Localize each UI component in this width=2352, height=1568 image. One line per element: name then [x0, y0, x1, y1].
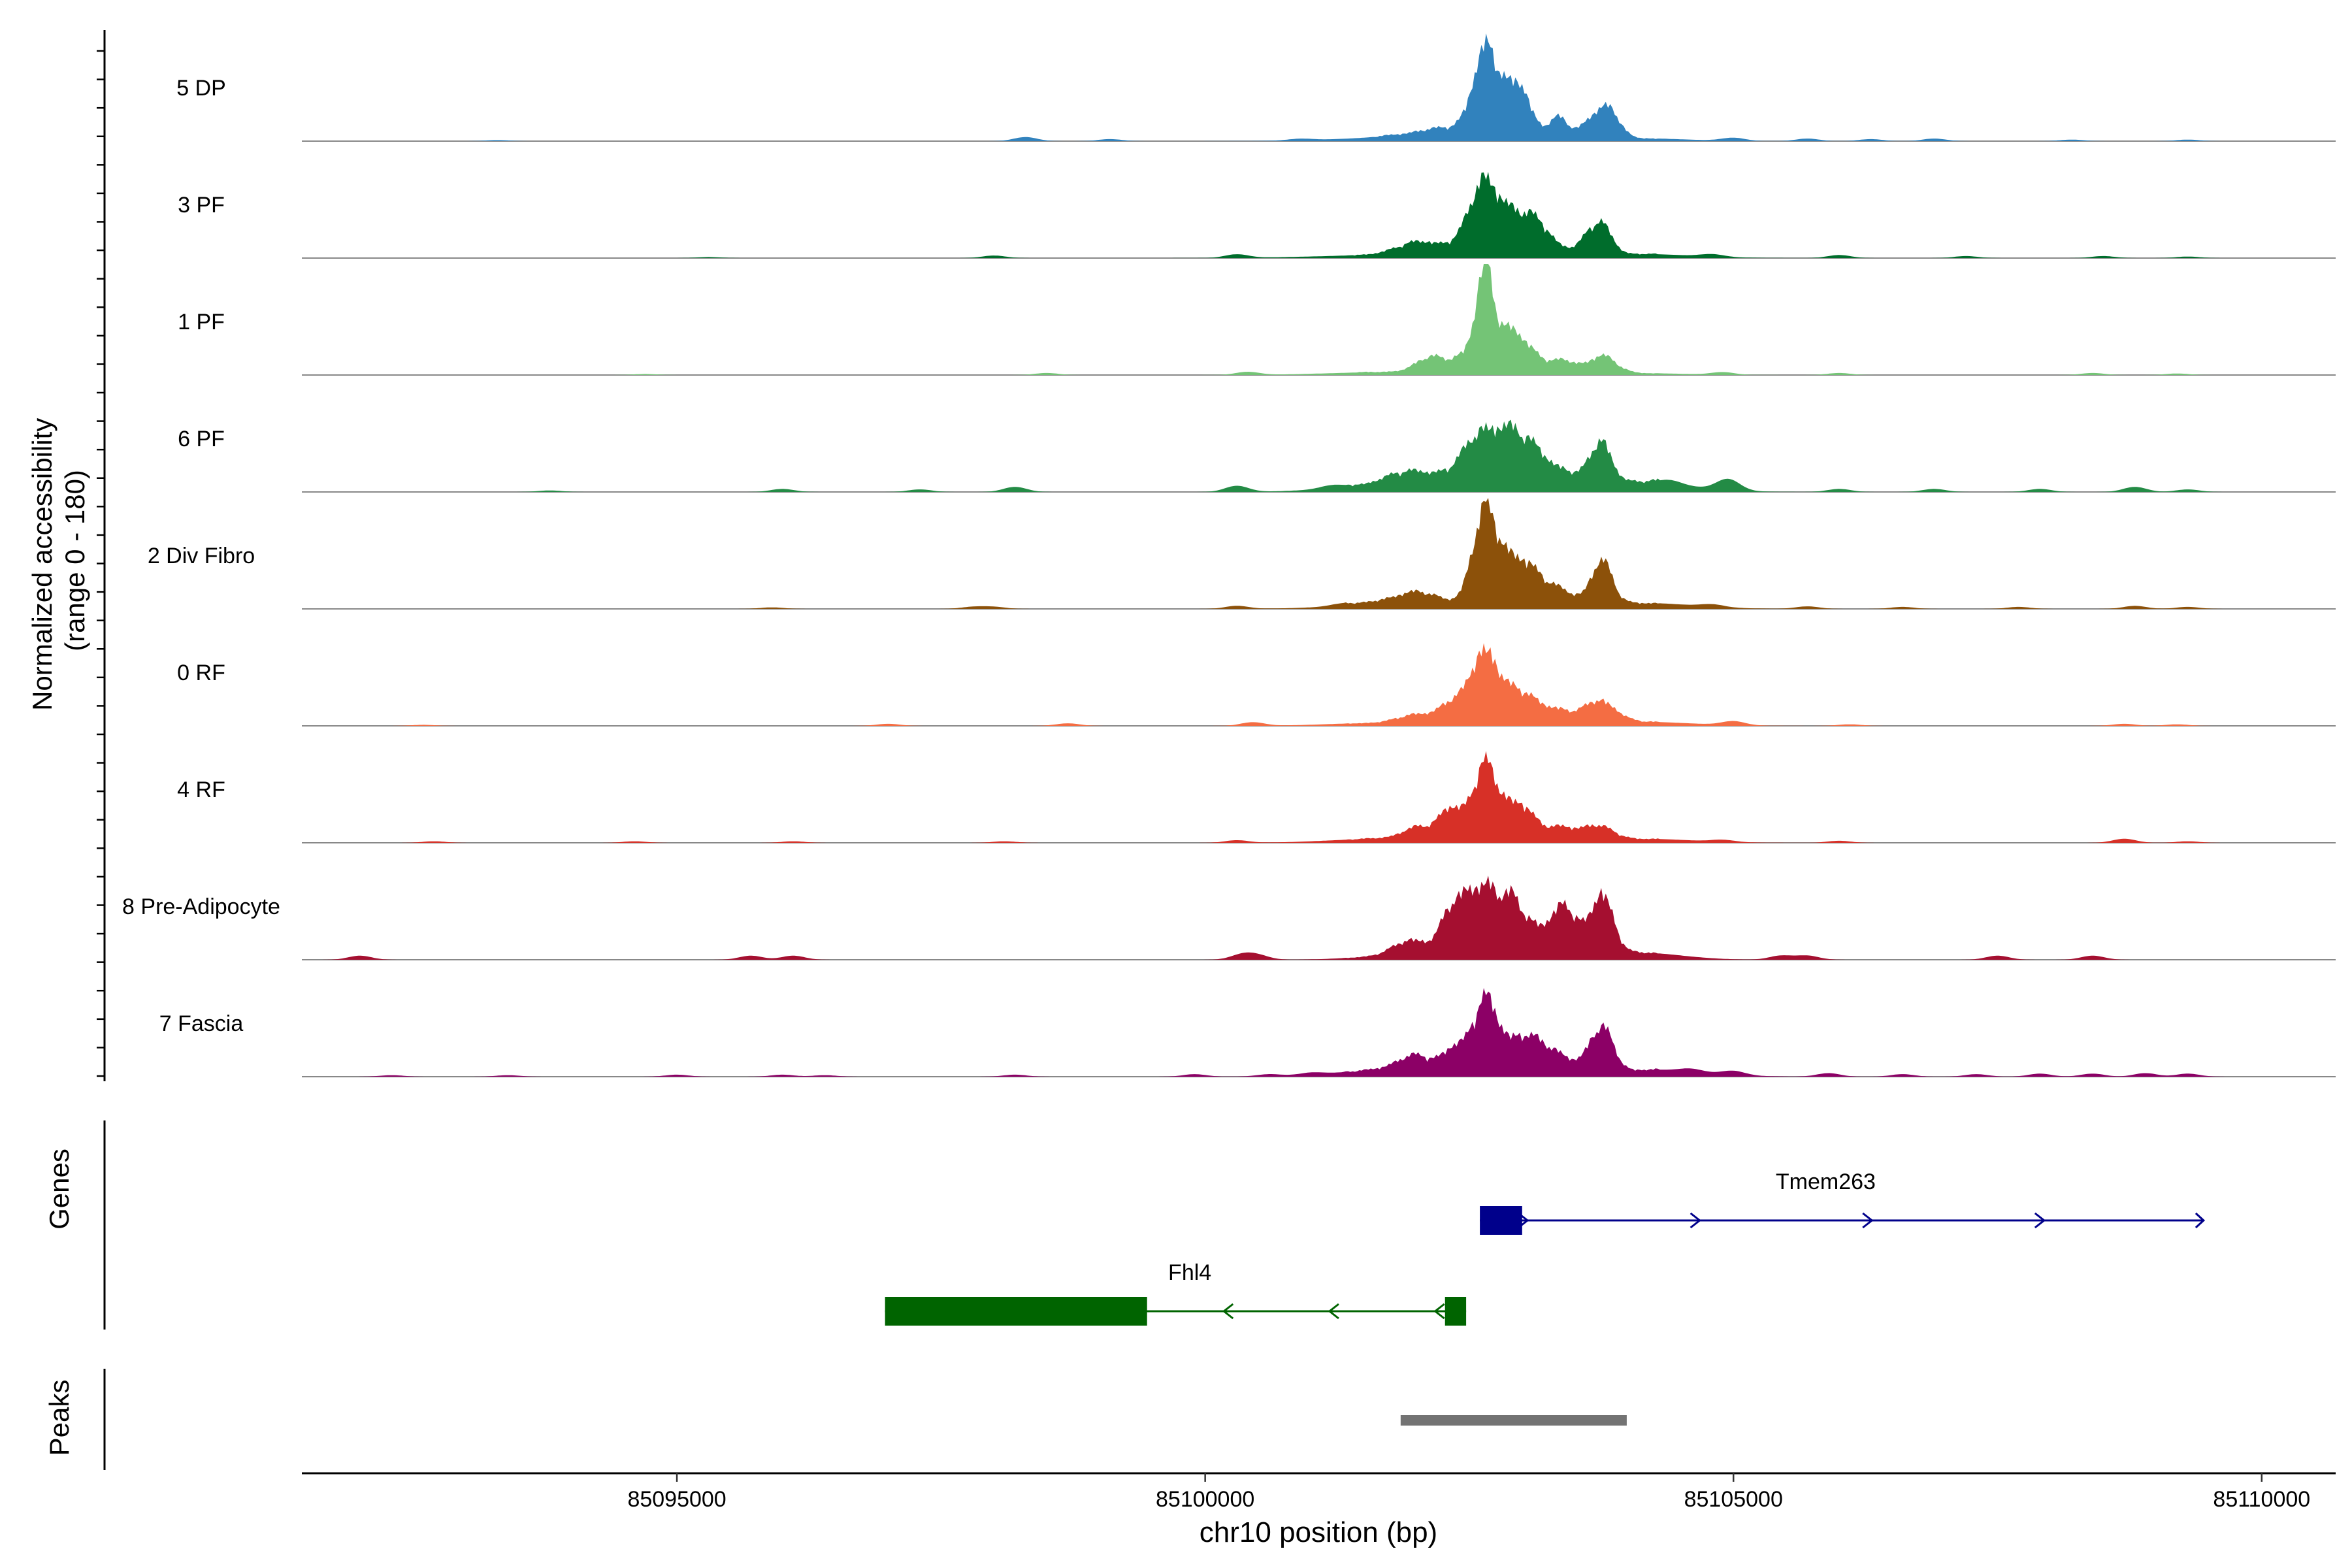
track-label: 4 RF — [177, 777, 225, 802]
y-axis-label: Normalized accessibility (range 0 - 180) — [27, 410, 90, 711]
track-5-dp — [302, 33, 2336, 142]
track-6-pf — [302, 419, 2336, 493]
gene-fhl4: Fhl4 — [885, 1260, 1467, 1326]
x-tick-label: 85100000 — [1156, 1487, 1254, 1512]
gene-name: Fhl4 — [1168, 1260, 1211, 1285]
peaks-panel-label: Peaks — [44, 1380, 74, 1456]
gene-exon — [885, 1297, 1147, 1326]
track-label: 3 PF — [178, 193, 225, 218]
x-tick-label: 85095000 — [627, 1487, 726, 1512]
gene-name: Tmem263 — [1776, 1169, 1876, 1194]
track-1-pf — [302, 264, 2336, 376]
strand-arrow — [1690, 1212, 1702, 1229]
gene-track: Tmem263 Fhl4 — [885, 1169, 2206, 1326]
x-axis: 85095000 85100000 85105000 85110000 — [302, 1472, 2336, 1512]
strand-arrow — [1222, 1303, 1234, 1320]
coverage-tracks — [302, 33, 2336, 1077]
y-axis-label-line1: Normalized accessibility — [27, 418, 57, 711]
gene-tmem263: Tmem263 — [1480, 1169, 2206, 1235]
track-4-rf — [302, 751, 2336, 843]
track-2-div-fibro — [302, 498, 2336, 610]
genes-panel-label: Genes — [44, 1149, 74, 1230]
left-axes — [97, 30, 106, 1470]
peak-track — [1400, 1415, 1627, 1426]
track-8-pre-adipocyte — [302, 875, 2336, 960]
coverage-area — [302, 751, 2336, 843]
coverage-area — [302, 643, 2336, 726]
gene-exon — [1480, 1206, 1522, 1235]
track-label: 8 Pre-Adipocyte — [122, 894, 280, 919]
strand-arrow — [1328, 1303, 1339, 1320]
x-tick-label: 85110000 — [2213, 1487, 2310, 1512]
coverage-area — [302, 419, 2336, 492]
track-0-rf — [302, 643, 2336, 727]
track-7-fascia — [302, 988, 2336, 1077]
gene-exon — [1445, 1297, 1467, 1326]
coverage-area — [302, 875, 2336, 960]
coverage-area — [302, 264, 2336, 375]
y-axis-label-line2: (range 0 - 180) — [59, 470, 90, 651]
strand-arrow — [1433, 1303, 1445, 1320]
strand-arrow — [2034, 1212, 2046, 1229]
track-labels: 5 DP 3 PF 1 PF 6 PF 2 Div Fibro 0 RF 4 RF 8 Pre… — [122, 76, 280, 1036]
x-axis-label: chr10 position (bp) — [1200, 1516, 1437, 1548]
peak-region — [1400, 1415, 1627, 1426]
x-tick-label: 85105000 — [1684, 1487, 1783, 1512]
track-label: 0 RF — [177, 661, 225, 685]
coverage-area — [302, 33, 2336, 141]
track-label: 7 Fascia — [159, 1011, 244, 1036]
coverage-area — [302, 498, 2336, 609]
strand-arrow — [2195, 1212, 2206, 1229]
track-label: 2 Div Fibro — [148, 544, 255, 568]
track-label: 5 DP — [176, 76, 226, 101]
coverage-area — [302, 172, 2336, 258]
track-label: 1 PF — [178, 310, 225, 335]
coverage-area — [302, 988, 2336, 1077]
strand-arrow — [1862, 1212, 1874, 1229]
track-3-pf — [302, 172, 2336, 259]
track-label: 6 PF — [178, 427, 225, 451]
